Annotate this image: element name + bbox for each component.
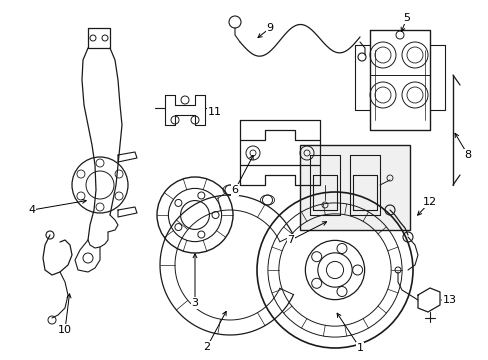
Text: 11: 11 [207,107,222,117]
Text: 5: 5 [403,13,409,23]
Text: 10: 10 [58,325,72,335]
Text: 3: 3 [191,298,198,308]
Text: 13: 13 [442,295,456,305]
Text: 7: 7 [287,235,294,245]
Text: 12: 12 [422,197,436,207]
Text: 8: 8 [464,150,470,160]
Text: 9: 9 [266,23,273,33]
Text: 6: 6 [231,185,238,195]
Text: 1: 1 [356,343,363,353]
Bar [299,145,409,230]
Text: 4: 4 [28,205,36,215]
Text: 2: 2 [203,342,210,352]
